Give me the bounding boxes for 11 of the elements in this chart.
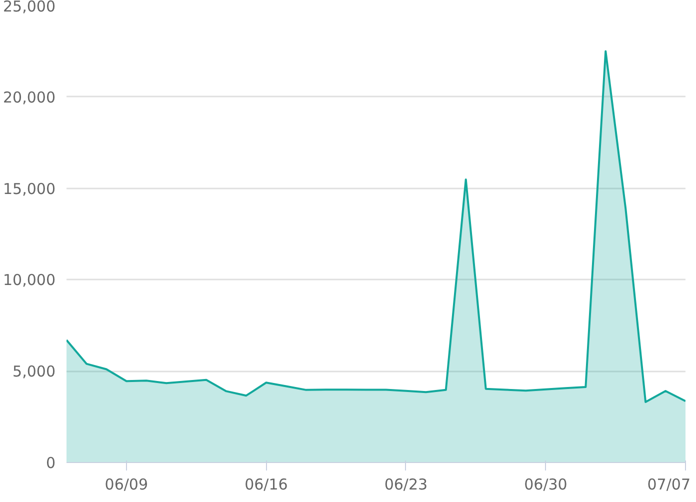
x-tick-label: 06/30 — [524, 476, 568, 494]
y-tick-label: 10,000 — [3, 271, 56, 290]
y-tick-label: 15,000 — [3, 180, 56, 198]
x-tick-label: 07/07 — [647, 476, 691, 494]
y-tick-label: 20,000 — [3, 88, 56, 106]
x-tick-label: 06/09 — [104, 476, 148, 494]
y-tick-label: 25,000 — [3, 0, 56, 16]
y-tick-label: 5,000 — [12, 362, 56, 381]
x-tick-label: 06/23 — [384, 476, 428, 494]
y-tick-label: 0 — [46, 454, 56, 472]
x-tick-label: 06/16 — [244, 476, 288, 494]
